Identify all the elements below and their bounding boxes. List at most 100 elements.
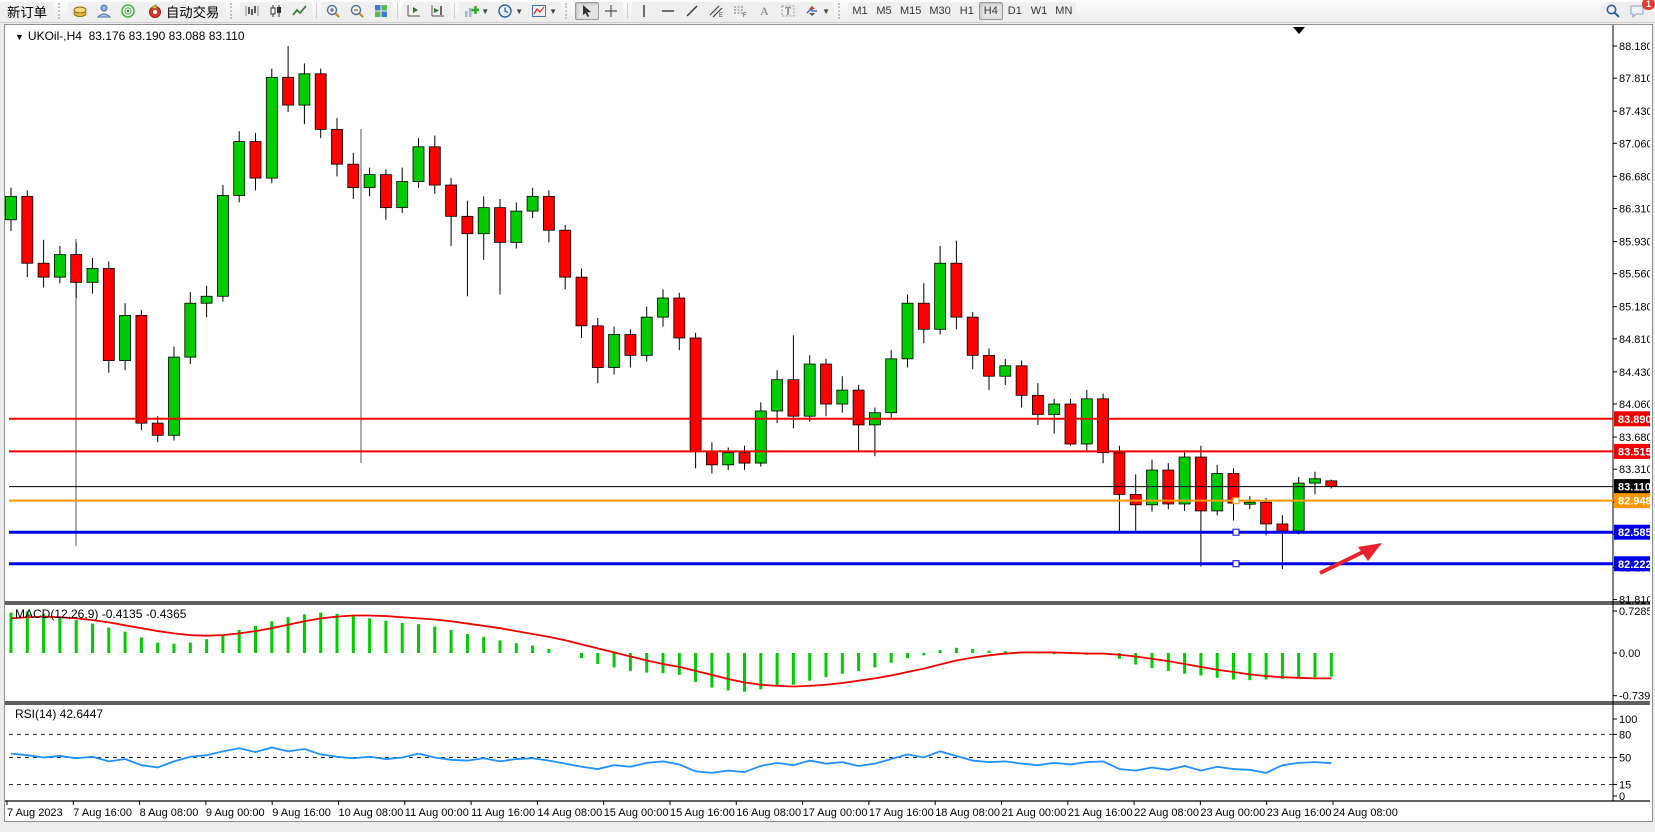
market-watch-button[interactable] <box>67 2 92 20</box>
arrow-objects-icon <box>806 6 818 16</box>
line-handle[interactable] <box>1232 528 1240 536</box>
search-button[interactable] <box>1601 2 1625 20</box>
candle-body <box>135 314 148 424</box>
time-tick-label: 21 Aug 00:00 <box>1002 807 1067 819</box>
candle-body <box>820 363 832 405</box>
zoom-in-button[interactable] <box>321 2 346 20</box>
template-icon <box>532 5 547 17</box>
timeframe-button-M30[interactable]: M30 <box>925 2 955 20</box>
zoom-out-button[interactable] <box>345 2 370 20</box>
one-click-dropdown-icon[interactable]: ▼ <box>15 32 24 42</box>
profile-button[interactable] <box>91 2 116 20</box>
price-tick-label: 84.060 <box>1619 399 1650 411</box>
macd-signal-line <box>10 614 1332 688</box>
candle-body <box>1097 398 1109 454</box>
periods-button[interactable]: ▼ <box>493 2 528 20</box>
timeframe-button-M5[interactable]: M5 <box>871 2 896 20</box>
time-tick-label: 15 Aug 16:00 <box>670 807 735 819</box>
vertical-line-tool-button[interactable] <box>632 2 657 20</box>
fibonacci-tool-button[interactable]: F <box>728 2 753 20</box>
rsi-tick-label: 100 <box>1619 714 1637 726</box>
rsi-tick-label: 0 <box>1619 791 1625 803</box>
templates-button[interactable]: ▼ <box>527 2 562 20</box>
text-label-tool-button[interactable]: T <box>776 2 801 20</box>
auto-trading-button[interactable]: 自动交易 <box>139 2 227 20</box>
auto-scroll-button[interactable] <box>402 2 427 20</box>
timeframe-buttons: M1 M5 M15 M30 H1 H4 D1 W1 MN <box>847 2 1077 20</box>
search-icon <box>1606 4 1620 18</box>
horizontal-line-tool-button[interactable] <box>656 2 681 20</box>
macd-tick-label: 0.7285 <box>1619 606 1650 618</box>
rsi-tick-label: 50 <box>1619 753 1631 765</box>
candle-body <box>396 181 409 209</box>
timeframe-button-D1[interactable]: D1 <box>1002 2 1027 20</box>
candle-body <box>445 184 458 217</box>
candle-body <box>151 422 164 436</box>
price-tick-label: 84.810 <box>1619 334 1650 346</box>
arrow-object[interactable] <box>1319 543 1382 575</box>
bar-chart-mode-button[interactable] <box>240 2 265 20</box>
candle-body <box>314 73 327 130</box>
line-handle[interactable] <box>1232 560 1240 568</box>
price-tick-label: 88.180 <box>1619 41 1650 53</box>
timeframe-button-M15[interactable]: M15 <box>895 2 926 20</box>
timeframe-button-MN[interactable]: MN <box>1051 2 1077 20</box>
toolbar-right-group: 1 <box>1601 0 1655 20</box>
time-tick-label: 16 Aug 08:00 <box>736 807 801 819</box>
candle-body <box>1276 523 1289 532</box>
tile-windows-button[interactable] <box>369 2 394 20</box>
time-tick-label: 24 Aug 08:00 <box>1333 807 1398 819</box>
chart-shift-button[interactable] <box>426 2 451 20</box>
zoom-out-icon <box>351 4 365 18</box>
svg-text:T: T <box>785 7 791 18</box>
equidistant-channel-tool-button[interactable]: E <box>704 2 729 20</box>
candle-body <box>5 195 17 221</box>
candlestick-mode-button[interactable] <box>264 2 289 20</box>
tile-windows-icon <box>375 5 388 17</box>
new-order-button[interactable]: 新订单 <box>0 2 54 20</box>
candle-body <box>624 334 637 356</box>
auto-scroll-icon <box>407 5 421 17</box>
cursor-tool-button[interactable] <box>575 2 600 20</box>
candle-body <box>86 268 99 283</box>
price-tick-label: 86.310 <box>1619 204 1650 216</box>
text-tool-button[interactable]: A <box>752 2 777 20</box>
market-watch-icon <box>73 6 87 17</box>
svg-text:E: E <box>719 13 723 19</box>
candle-body <box>21 195 34 264</box>
indicators-button[interactable]: ▼ <box>459 2 494 20</box>
arrows-tool-button[interactable]: ▼ <box>800 2 834 20</box>
candle-body <box>575 276 588 327</box>
chart-title[interactable]: ▼ UKOil-,H4 83.176 83.190 83.088 83.110 <box>15 29 245 43</box>
signals-button[interactable] <box>115 2 140 20</box>
candle-body <box>1129 494 1142 506</box>
time-tick-label: 21 Aug 16:00 <box>1068 807 1133 819</box>
line-chart-mode-button[interactable] <box>288 2 313 20</box>
candle-body <box>510 210 523 243</box>
text-icon: A <box>760 4 769 18</box>
candle-body <box>983 354 995 377</box>
candle-body <box>657 297 669 318</box>
candle-body <box>1292 482 1305 532</box>
crosshair-tool-button[interactable] <box>599 2 624 20</box>
line-handle[interactable] <box>1232 497 1240 505</box>
price-badge-82.585: 82.585 <box>1614 524 1650 540</box>
chart-shift-marker[interactable] <box>1293 27 1305 34</box>
candle-body <box>379 174 392 209</box>
timeframe-button-W1[interactable]: W1 <box>1026 2 1052 20</box>
candle-body <box>265 76 278 179</box>
candle-body <box>233 141 246 196</box>
time-tick-label: 11 Aug 00:00 <box>405 807 469 819</box>
candlestick-icon <box>270 5 282 17</box>
vertical-line-icon <box>643 5 645 17</box>
candle-body <box>216 195 229 297</box>
trendline-tool-button[interactable] <box>680 2 705 20</box>
chart-window: ▼ UKOil-,H4 83.176 83.190 83.088 83.110 M… <box>4 24 1653 822</box>
timeframe-button-H1[interactable]: H1 <box>954 2 979 20</box>
auto-trading-icon <box>148 4 161 18</box>
chart-canvas[interactable]: 88.180 87.810 87.430 87.060 86.680 86.310 85.9… <box>5 25 1650 819</box>
timeframe-button-H4[interactable]: H4 <box>978 2 1003 20</box>
timeframe-button-M1[interactable]: M1 <box>847 2 872 20</box>
time-axis[interactable]: 7 Aug 2023 7 Aug 16:00 8 Aug 08:00 9 Aug 00… <box>6 801 1398 819</box>
toolbar-separator <box>454 3 456 19</box>
